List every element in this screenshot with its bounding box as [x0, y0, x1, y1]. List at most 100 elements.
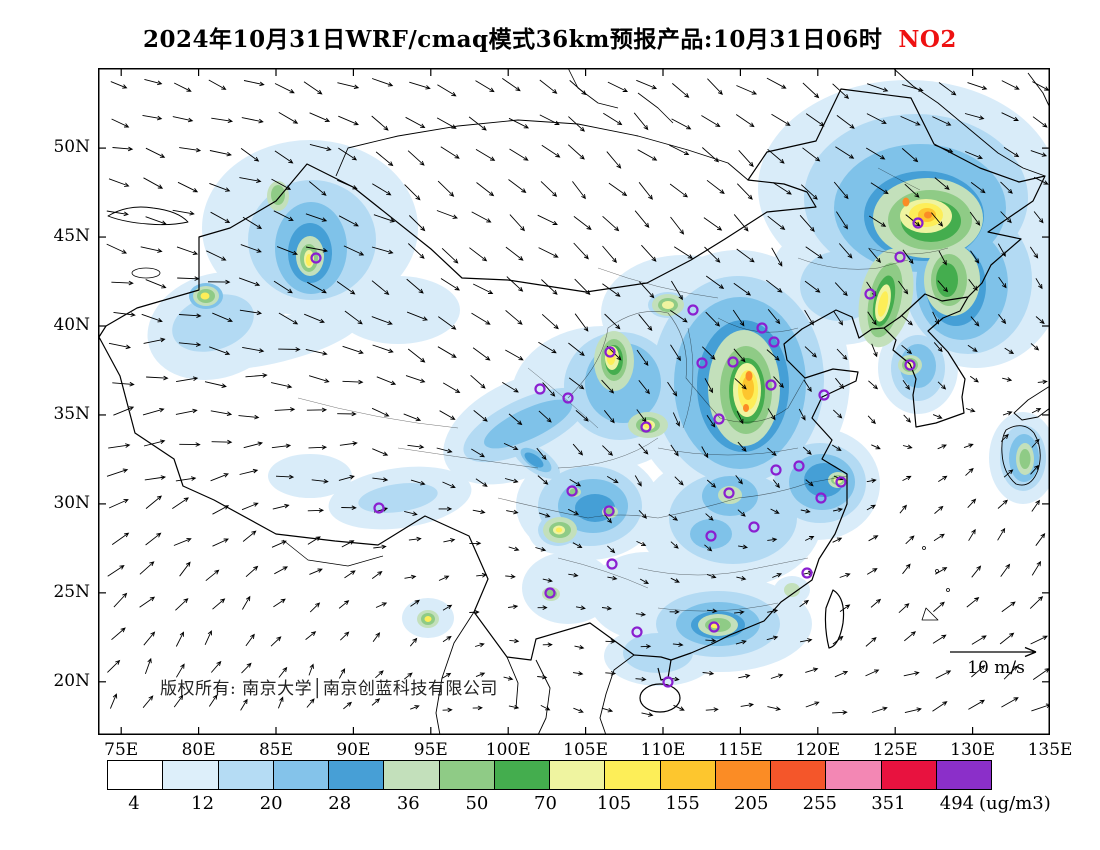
city-marker: [765, 379, 777, 391]
lat-tick-label: 30N: [53, 492, 90, 513]
colorbar-segment: [439, 761, 495, 789]
title-pollutant: NO2: [898, 26, 957, 53]
colorbar-tick-label: 12: [191, 793, 215, 814]
title-text: 2024年10月31日WRF/cmaq模式36km预报产品:10月31日06时: [143, 26, 883, 53]
colorbar-segment: [826, 761, 882, 789]
city-marker: [894, 251, 906, 263]
city-marker: [662, 676, 674, 688]
colorbar-segment: [881, 761, 937, 789]
city-marker: [768, 336, 780, 348]
colorbar-segment: [108, 761, 164, 789]
province-boundary-layer: [297, 167, 949, 612]
lon-tick-label: 95E: [413, 740, 448, 760]
city-marker: [640, 421, 652, 433]
city-marker: [696, 357, 708, 369]
colorbar-tick-label: 205: [734, 793, 769, 814]
city-marker: [603, 505, 615, 517]
lon-tick-label: 90E: [336, 740, 371, 760]
lat-tick-label: 35N: [53, 403, 90, 424]
lon-tick-label: 85E: [258, 740, 294, 760]
lon-tick-label: 110E: [640, 740, 686, 760]
city-marker: [818, 389, 830, 401]
colorbar-segment: [329, 761, 385, 789]
city-marker: [713, 413, 725, 425]
lon-tick-label: 80E: [181, 740, 216, 760]
city-marker: [815, 492, 827, 504]
colorbar-segment: [384, 761, 440, 789]
wind-arrow-layer: [106, 77, 1050, 717]
lat-tick-label: 40N: [53, 315, 90, 335]
colorbar-segment: [660, 761, 716, 789]
colorbar-tick-label: 36: [396, 793, 420, 814]
colorbar-segment: [273, 761, 329, 789]
city-marker: [562, 392, 574, 404]
city-marker: [708, 621, 720, 633]
contour-fill-layer: [147, 80, 1050, 686]
city-marker: [534, 383, 546, 395]
colorbar-unit: (ug/m3): [979, 793, 1051, 814]
city-marker: [723, 487, 735, 499]
city-marker: [835, 476, 847, 488]
colorbar-segment: [771, 761, 827, 789]
colorbar-segment: [163, 761, 219, 789]
colorbar-tick-label: 4: [128, 793, 140, 814]
colorbar-segment: [550, 761, 606, 789]
colorbar-tick-label: 105: [596, 793, 632, 814]
city-marker: [604, 346, 616, 358]
colorbar-tick-label: 50: [465, 793, 489, 814]
city-marker: [748, 521, 760, 533]
colorbar-segment: [605, 761, 661, 789]
colorbar-tick-label: 28: [328, 793, 352, 814]
city-marker: [727, 356, 739, 368]
lon-tick-label: 75E: [104, 740, 139, 760]
wind-legend-arrow: [950, 646, 1037, 658]
colorbar-segment: [715, 761, 771, 789]
colorbar-tick-label: 20: [259, 793, 283, 814]
colorbar-segment: [494, 761, 550, 789]
coastline-layer: [98, 68, 1050, 735]
lon-tick-label: 135E: [1027, 740, 1073, 760]
colorbar-tick-label: 70: [534, 793, 557, 814]
colorbar-tick-label: 155: [665, 793, 700, 814]
colorbar-segment: [218, 761, 274, 789]
city-marker: [756, 322, 768, 334]
copyright-text: 版权所有: 南京大学│南京创蓝科技有限公司: [160, 679, 498, 699]
wind-legend-label: 10 m/s: [967, 658, 1025, 678]
city-marker: [631, 626, 643, 638]
city-marker: [801, 567, 813, 579]
city-marker: [904, 359, 916, 371]
city-marker: [373, 502, 385, 514]
city-marker: [687, 304, 699, 316]
colorbar-tick-label: 494: [939, 793, 975, 814]
lat-tick-label: 25N: [53, 581, 90, 602]
city-marker: [864, 288, 876, 300]
city-marker: [770, 464, 782, 476]
colorbar: [107, 760, 992, 790]
map-frame: 版权所有: 南京大学│南京创蓝科技有限公司 10 m/s: [98, 68, 1050, 735]
city-marker: [544, 587, 556, 599]
lat-tick-label: 20N: [53, 670, 90, 691]
forecast-map: [98, 68, 1050, 735]
city-marker: [566, 485, 578, 497]
colorbar-tick-label: 255: [802, 793, 837, 814]
city-marker: [310, 252, 322, 264]
city-marker-layer: [310, 217, 924, 688]
city-marker: [705, 530, 717, 542]
colorbar-tick-label: 351: [871, 793, 906, 814]
lon-tick-label: 105E: [563, 740, 609, 760]
lat-tick-label: 50N: [53, 137, 90, 158]
city-marker: [606, 558, 618, 570]
colorbar-segment: [936, 761, 991, 789]
city-marker: [912, 217, 924, 229]
lon-tick-label: 100E: [485, 740, 531, 760]
lon-tick-label: 130E: [950, 740, 996, 760]
lon-tick-label: 125E: [872, 740, 918, 760]
city-marker: [793, 460, 805, 472]
map-border: [98, 68, 1050, 735]
page-title: 2024年10月31日WRF/cmaq模式36km预报产品:10月31日06时 N…: [0, 20, 1100, 54]
lon-tick-label: 115E: [717, 740, 763, 760]
lon-tick-label: 120E: [795, 740, 841, 760]
colorbar-labels: (ug/m3) 4 12 20 28 36 50 70 105 155 205 255 351 494: [107, 793, 1100, 817]
lat-tick-label: 45N: [53, 226, 90, 247]
